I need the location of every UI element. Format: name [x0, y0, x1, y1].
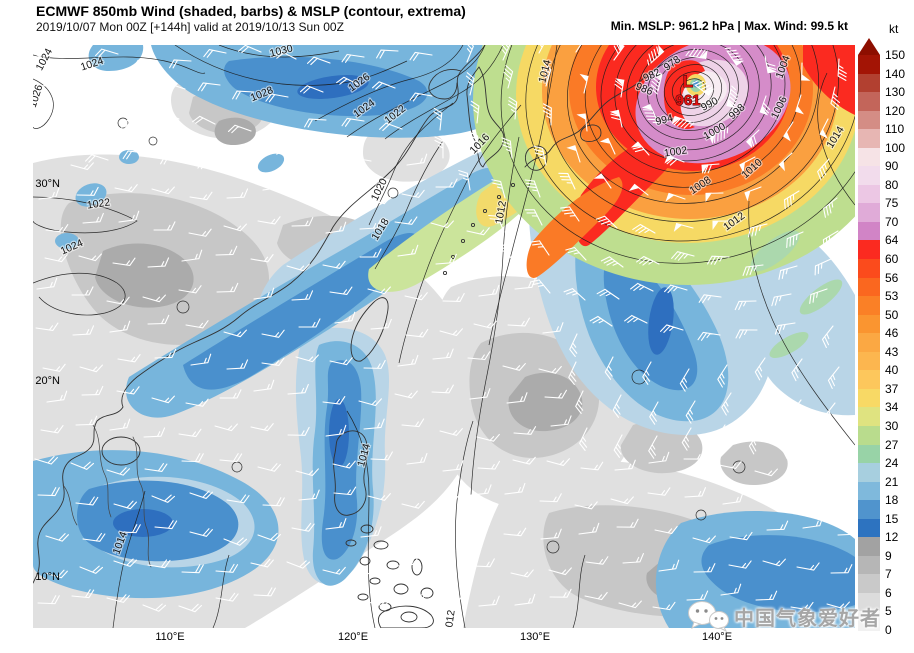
colorbar-segment — [858, 240, 880, 260]
colorbar-tick: 43 — [885, 344, 899, 359]
colorbar-tick: 100 — [885, 140, 906, 155]
colorbar-tick: 12 — [885, 530, 899, 545]
colorbar-segment — [858, 351, 880, 371]
valid-time-subtitle: 2019/10/07 Mon 00Z [+144h] valid at 2019… — [36, 20, 344, 34]
colorbar-segment — [858, 500, 880, 520]
colorbar-tick: 7 — [885, 567, 892, 582]
colorbar-tick: 37 — [885, 381, 899, 396]
low-center-label: L — [683, 72, 693, 91]
colorbar-tick: 0 — [885, 623, 892, 637]
colorbar-tick: 130 — [885, 85, 906, 100]
contour-label: 994 — [654, 112, 674, 128]
colorbar-tick: 34 — [885, 400, 899, 415]
colorbar-tick: 150 — [885, 48, 906, 62]
contour-label: 1022 — [86, 196, 111, 211]
colorbar-segment — [858, 147, 880, 167]
contour-label: 1002 — [663, 144, 688, 159]
extrema-stats: Min. MSLP: 961.2 hPa | Max. Wind: 99.5 k… — [610, 19, 848, 33]
colorbar-segment — [858, 444, 880, 464]
colorbar-tick: 110 — [885, 122, 905, 137]
colorbar-tick: 53 — [885, 289, 899, 304]
colorbar-segment — [858, 388, 880, 408]
colorbar-tick: 46 — [885, 326, 899, 341]
colorbar-tick: 140 — [885, 66, 906, 81]
colorbar-tick: 50 — [885, 307, 899, 322]
colorbar-segment — [858, 184, 880, 204]
latitude-label: 30°N — [35, 178, 60, 190]
colorbar-segment — [858, 425, 880, 446]
colorbar-tick: 60 — [885, 252, 899, 267]
colorbar-segment — [858, 110, 880, 130]
colorbar-tick: 75 — [885, 196, 899, 211]
colorbar-segment — [858, 611, 880, 631]
colorbar-tick: 120 — [885, 103, 906, 118]
colorbar-segment — [858, 166, 880, 186]
colorbar-tick: 15 — [885, 511, 899, 526]
contour-label: 1012 — [493, 200, 509, 225]
colorbar-tick: 18 — [885, 493, 899, 508]
map-image: 1024 1024 1026 1030 1028 1022 1024 1026 1024 1022… — [33, 45, 855, 628]
colorbar-segment — [858, 537, 880, 557]
longitude-label: 110°E — [155, 631, 185, 643]
colorbar-segment — [858, 73, 880, 93]
colorbar-tick: 70 — [885, 214, 899, 229]
colorbar-tick: 40 — [885, 363, 899, 378]
colorbar-tick: 30 — [885, 418, 899, 433]
colorbar-tick: 21 — [885, 474, 899, 489]
colorbar-tick: 90 — [885, 159, 899, 174]
colorbar-segment — [858, 296, 880, 316]
colorbar-segment — [858, 370, 880, 390]
colorbar-segment — [858, 333, 880, 353]
colorbar-segment — [858, 592, 880, 613]
colorbar-tick: 27 — [885, 437, 899, 452]
colorbar-tick: 64 — [885, 233, 899, 248]
colorbar-segment — [858, 92, 880, 112]
colorbar-segment — [858, 314, 880, 334]
latitude-label: 10°N — [35, 571, 60, 583]
colorbar-segment — [858, 555, 880, 575]
colorbar-tick: 56 — [885, 270, 899, 285]
colorbar-tick: 6 — [885, 585, 892, 600]
colorbar-segment — [858, 407, 880, 427]
colorbar-segment — [858, 574, 880, 594]
colorbar-segment — [858, 277, 880, 297]
colorbar-tick: 24 — [885, 456, 899, 471]
colorbar-tick: 9 — [885, 548, 892, 563]
colorbar-segment — [858, 129, 880, 149]
watermark-text: 中国气象爱好者 — [734, 605, 881, 630]
colorbar-arrow — [858, 38, 880, 55]
longitude-label: 140°E — [701, 631, 733, 643]
longitude-label: 130°E — [519, 631, 551, 643]
colorbar-tick: 5 — [885, 604, 892, 619]
longitude-label: 120°E — [337, 631, 369, 643]
colorbar-unit: kt — [889, 22, 899, 36]
colorbar-segment — [858, 481, 880, 501]
colorbar-segment — [858, 259, 880, 279]
colorbar-segment — [858, 518, 880, 538]
page-title: ECMWF 850mb Wind (shaded, barbs) & MSLP … — [36, 3, 466, 19]
low-center-label: 961 — [675, 92, 700, 109]
colorbar-segment — [858, 463, 880, 483]
chat-bubbles-icon — [688, 601, 729, 632]
contour-label: 1012 — [442, 609, 457, 628]
colorbar-segment — [858, 221, 880, 242]
colorbar-segment — [858, 203, 880, 223]
colorbar-segment — [858, 55, 880, 75]
latitude-label: 20°N — [35, 375, 60, 387]
watermark: 中国气象爱好者 — [686, 600, 881, 632]
wind-barbs — [33, 45, 855, 613]
colorbar-tick: 80 — [885, 177, 899, 192]
